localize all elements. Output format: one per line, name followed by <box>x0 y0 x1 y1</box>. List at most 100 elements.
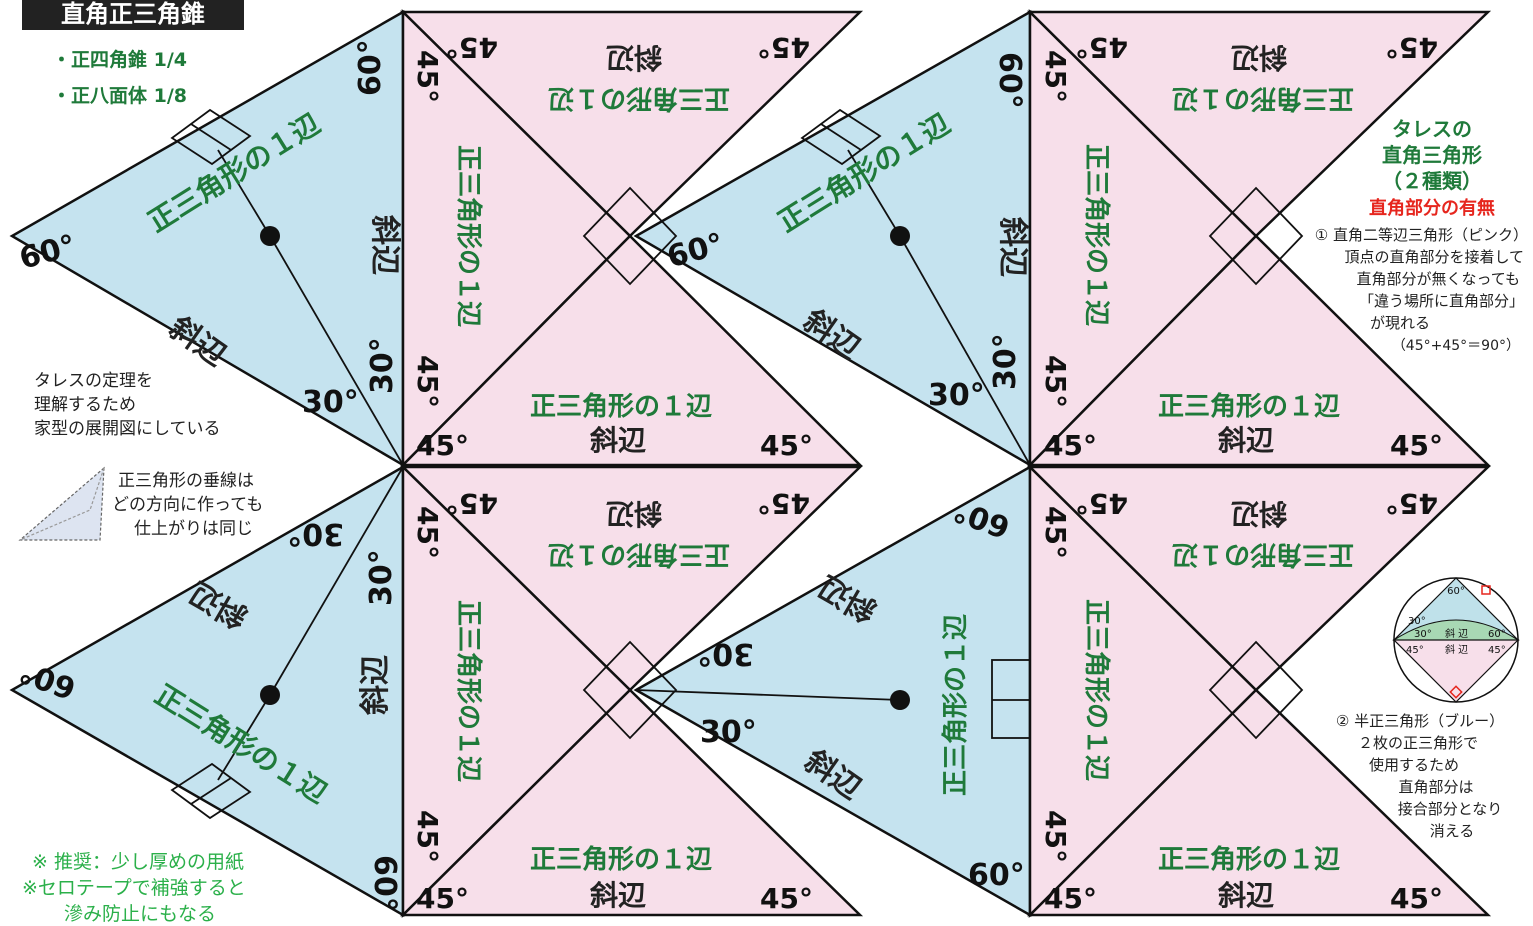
hyp-label: 斜辺 <box>1231 41 1287 74</box>
deg-label: 45° <box>1039 355 1072 408</box>
side-label: 正三角形の１辺 <box>1158 391 1340 422</box>
pink-triangle-tr-bottom <box>1027 234 1492 467</box>
hyp-label: 斜辺 <box>1218 424 1274 457</box>
panel-head: タレスの <box>1392 117 1472 141</box>
circle-label: 30° <box>1408 616 1426 627</box>
hyp-label: 斜辺 <box>1231 497 1287 530</box>
blue-note: ２枚の正三角形で <box>1358 734 1478 752</box>
deg-label: 30° <box>302 385 359 420</box>
circle-label: 60° <box>1447 586 1465 597</box>
circle-label: 45° <box>1406 645 1424 656</box>
right-angle-mark <box>1208 186 1304 286</box>
side-label: 正三角形の１辺 <box>1172 539 1354 570</box>
hyp-label: 斜辺 <box>606 41 662 74</box>
recommend-line: 滲み防止にもなる <box>64 903 216 925</box>
blue-note: 使用するため <box>1369 756 1459 774</box>
side-label: 正三角形の１辺 <box>1081 144 1112 326</box>
panel-head: （２種類） <box>1382 169 1482 193</box>
deg-label: 30° <box>700 715 757 750</box>
side-label: 正三角形の１辺 <box>453 145 484 327</box>
side-label: 正三角形の１辺 <box>548 539 730 570</box>
right-angle-mark <box>582 640 678 740</box>
right-angle-mark <box>582 186 678 286</box>
deg-label: 45° <box>411 50 444 103</box>
deg-label: 60° <box>353 39 388 96</box>
note-line: どの方向に作っても <box>112 495 263 515</box>
note-line: 正三角形の垂線は <box>118 471 254 491</box>
deg-label: 45° <box>1075 487 1128 520</box>
deg-label: 45° <box>411 355 444 408</box>
circle-label: 30° <box>1414 629 1432 640</box>
deg-label: 30° <box>364 549 399 606</box>
panel-red: 直角部分の有無 <box>1369 197 1495 219</box>
right-angle-mark <box>800 108 882 166</box>
deg-label: 45° <box>760 429 813 462</box>
side-label: 正三角形の１辺 <box>548 83 730 114</box>
deg-label: 45° <box>757 31 810 64</box>
side-label: 正三角形の１辺 <box>453 600 484 782</box>
pink-triangle-tr-top <box>1026 10 1492 238</box>
deg-label: 45° <box>445 487 498 520</box>
deg-label: 45° <box>1390 882 1443 915</box>
right-angle-mark <box>170 108 252 166</box>
circle-label: 60° <box>1488 629 1506 640</box>
pink-note: ① 直角二等辺三角形（ピンク） <box>1315 226 1528 244</box>
blue-note: ② 半正三角形（ブルー） <box>1336 712 1504 730</box>
centroid-dot <box>260 685 280 705</box>
deg-label: 30° <box>697 636 754 671</box>
deg-label: 45° <box>411 810 444 863</box>
recommend-line: ※セロテープで補強すると <box>22 877 246 899</box>
hyp-label: 斜辺 <box>995 217 1030 277</box>
deg-label: 45° <box>1044 429 1097 462</box>
pink-triangle-br-bottom <box>1026 688 1492 917</box>
hyp-label: 斜辺 <box>367 215 402 275</box>
subtitle-item: ・正四角錐 1/4 <box>52 48 187 71</box>
pink-note: 「違う場所に直角部分」 <box>1359 292 1524 310</box>
deg-label: 30° <box>287 516 344 551</box>
recommend-line: ※ 推奨：少し厚めの用紙 <box>32 851 244 873</box>
hyp-label: 斜辺 <box>358 655 393 715</box>
deg-label: 45° <box>1044 882 1097 915</box>
note-line: 仕上がりは同じ <box>134 519 253 539</box>
panel-head: 直角三角形 <box>1382 143 1482 167</box>
blue-note: 接合部分となり <box>1398 800 1503 818</box>
pink-triangle-br-top <box>1026 465 1492 692</box>
side-label: 正三角形の１辺 <box>1081 599 1112 781</box>
side-label: 正三角形の１辺 <box>940 614 971 796</box>
side-label: 正三角形の１辺 <box>530 391 712 422</box>
deg-label: 45° <box>416 429 469 462</box>
pink-triangle-tl-bottom <box>400 234 864 467</box>
deg-label: 45° <box>1039 810 1072 863</box>
deg-label: 60° <box>992 52 1027 109</box>
blue-note: 消える <box>1430 822 1475 840</box>
note-line: 理解するため <box>34 395 136 415</box>
centroid-dot <box>260 226 280 246</box>
note-line: タレスの定理を <box>34 371 153 391</box>
hyp-label: 斜辺 <box>1218 879 1274 912</box>
pink-note: （45°+45°＝90°） <box>1392 338 1520 354</box>
note-line: 家型の展開図にしている <box>34 419 221 439</box>
circle-label: 斜 辺 <box>1445 643 1468 656</box>
hyp-label: 斜辺 <box>590 879 646 912</box>
centroid-dot <box>890 226 910 246</box>
hyp-label: 斜辺 <box>590 424 646 457</box>
right-angle-mark <box>170 762 252 820</box>
deg-label: 60° <box>968 858 1025 893</box>
deg-label: 45° <box>445 31 498 64</box>
right-angle-mark <box>991 659 1031 739</box>
subtitle-item: ・正八面体 1/8 <box>52 84 187 107</box>
side-label: 正三角形の１辺 <box>530 844 712 875</box>
deg-label: 45° <box>416 882 469 915</box>
page-title: 直角正三角錐 <box>61 0 205 28</box>
right-angle-mark <box>1208 640 1304 740</box>
pink-note: 頂点の直角部分を接着して <box>1344 248 1524 266</box>
side-label: 正三角形の１辺 <box>1172 83 1354 114</box>
side-label: 正三角形の１辺 <box>1158 844 1340 875</box>
pyramid-icon <box>18 466 105 541</box>
blue-note: 直角部分は <box>1398 778 1473 796</box>
centroid-dot <box>890 690 910 710</box>
deg-label: 60° <box>367 855 402 912</box>
circle-label: 45° <box>1488 645 1506 656</box>
pink-note: 直角部分が無くなっても <box>1356 270 1520 288</box>
